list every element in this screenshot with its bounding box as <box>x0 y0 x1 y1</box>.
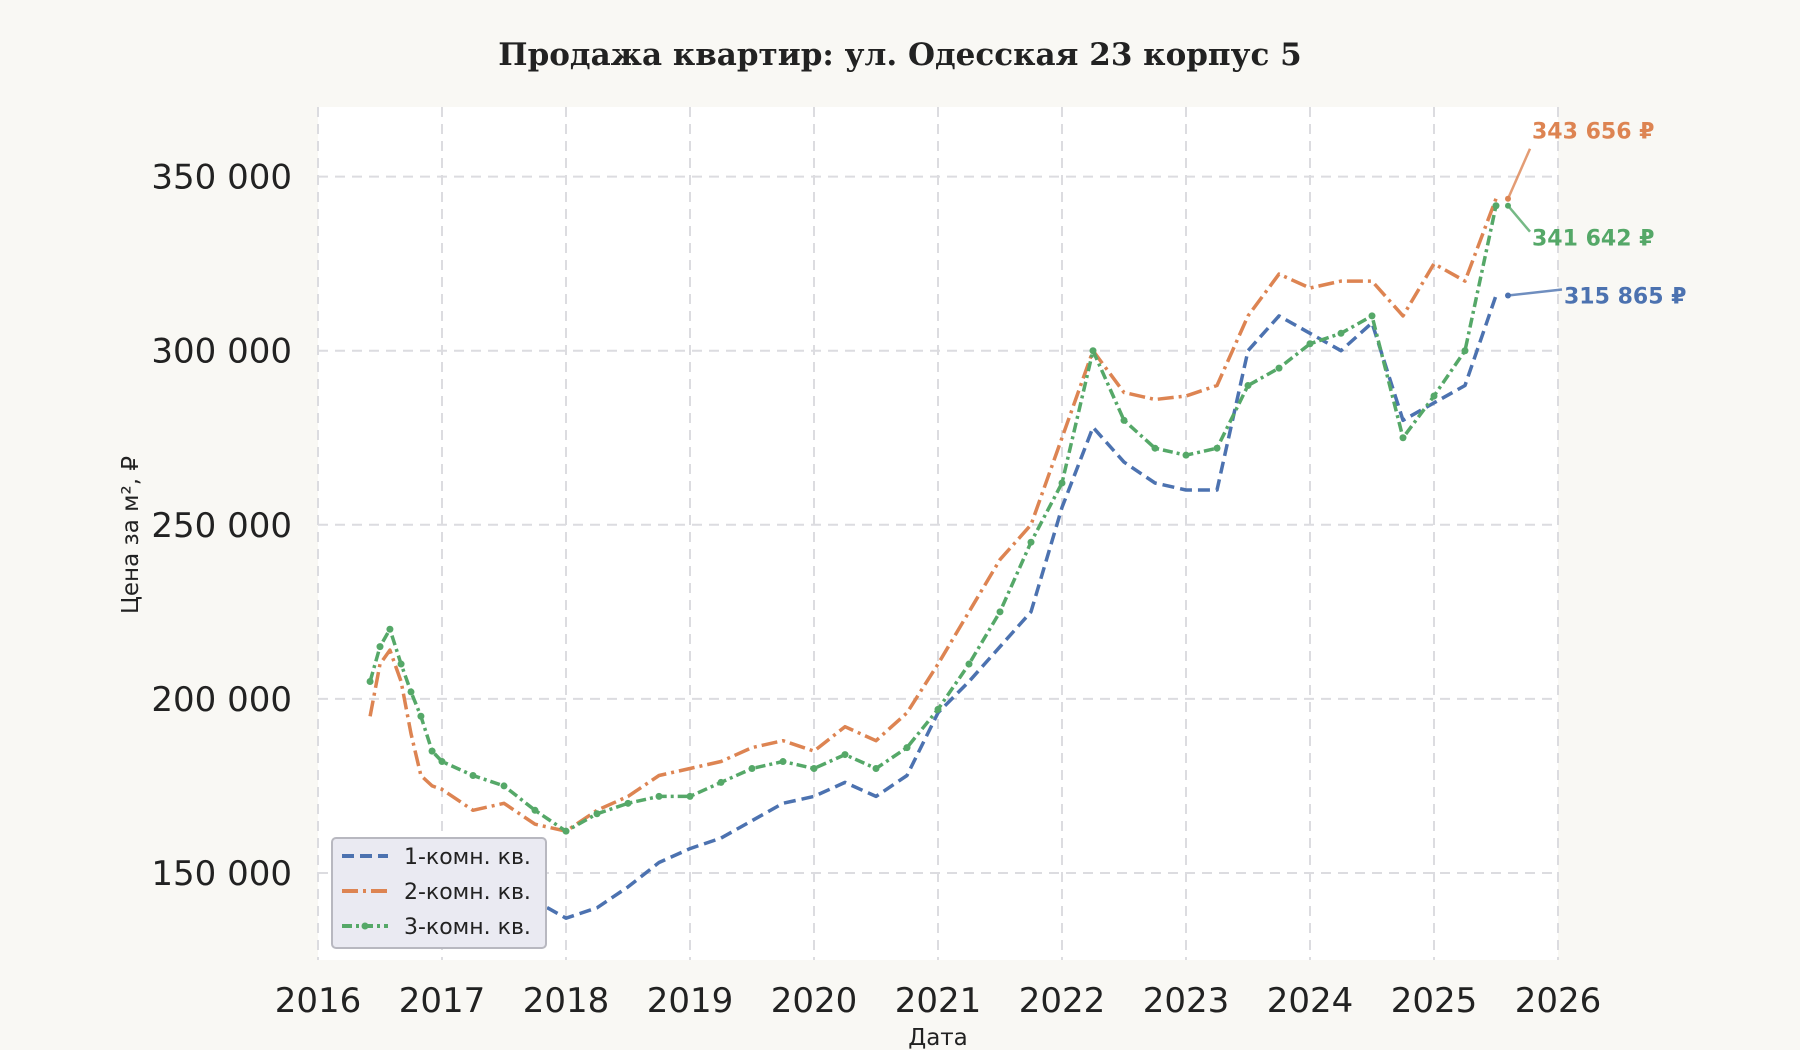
series-3-point-10 <box>531 806 539 814</box>
series-3-point-11 <box>562 827 570 835</box>
x-tick-label-10: 2026 <box>1515 981 1602 1021</box>
x-tick-label-8: 2024 <box>1267 981 1354 1021</box>
annotation-label-0: 343 656 ₽ <box>1532 120 1654 145</box>
x-tick-label-3: 2019 <box>647 981 734 1021</box>
x-axis-label: Дата <box>908 1025 968 1050</box>
y-tick-label-1: 200 000 <box>151 680 292 720</box>
series-3-point-1 <box>376 643 384 651</box>
series-3-point-25 <box>996 608 1004 616</box>
annotation-label-1: 341 642 ₽ <box>1532 227 1654 252</box>
series-3-point-40 <box>1461 347 1469 355</box>
series-3-point-29 <box>1120 416 1128 424</box>
x-tick-label-5: 2021 <box>895 981 982 1021</box>
annotations: 343 656 ₽ 341 642 ₽ 315 865 ₽ <box>1505 120 1686 309</box>
y-tick-label-3: 300 000 <box>151 332 292 372</box>
series-3-point-17 <box>748 765 756 773</box>
x-tick-label-0: 2016 <box>275 981 362 1021</box>
series-3-point-20 <box>841 751 849 759</box>
y-tick-label-4: 350 000 <box>151 158 292 198</box>
legend: 1-комн. кв. 2-комн. кв. 3-комн. кв. <box>331 837 547 949</box>
x-tick-label-6: 2022 <box>1019 981 1106 1021</box>
y-axis-label: Цена за м², ₽ <box>118 456 144 614</box>
series-3-point-35 <box>1306 340 1314 348</box>
series-3-point-16 <box>717 778 725 786</box>
y-tick-label-0: 150 000 <box>151 854 292 894</box>
series-3-point-21 <box>872 765 880 773</box>
series-3-point-18 <box>779 758 787 766</box>
series-line-1 <box>369 294 1498 920</box>
series-3-point-19 <box>810 765 818 773</box>
series-3-point-36 <box>1337 329 1345 337</box>
x-tick-label-7: 2023 <box>1143 981 1230 1021</box>
y-tick-label-2: 250 000 <box>151 506 292 546</box>
annotation-label-2: 315 865 ₽ <box>1564 284 1686 309</box>
chart-title: Продажа квартир: ул. Одесская 23 корпус … <box>498 37 1301 73</box>
annotation-arrow-2 <box>1507 288 1563 297</box>
series-3-point-5 <box>417 712 425 720</box>
series-3-point-2 <box>386 625 394 633</box>
series-3-point-6 <box>428 747 436 755</box>
x-tick-label-1: 2017 <box>399 981 486 1021</box>
series-3-point-37 <box>1368 312 1376 320</box>
series-3-point-22 <box>903 744 911 752</box>
series-3-point-3 <box>397 660 405 668</box>
x-tick-label-4: 2020 <box>771 981 858 1021</box>
series-3-point-14 <box>655 792 663 800</box>
legend-label-1: 1-комн. кв. <box>404 845 531 870</box>
x-tick-label-9: 2025 <box>1391 981 1478 1021</box>
legend-marker-3 <box>361 922 369 930</box>
series-3-point-27 <box>1058 479 1066 487</box>
series-3-point-23 <box>934 705 942 713</box>
series-3-point-32 <box>1213 444 1221 452</box>
series-3-point-8 <box>469 771 477 779</box>
x-axis-ticks: 2016 2017 2018 2019 2020 2021 2022 2023 2024 2025… <box>275 981 1602 1021</box>
series-3-point-0 <box>366 677 374 685</box>
series-3-point-9 <box>500 782 508 790</box>
annotation-arrow-0 <box>1506 148 1532 200</box>
series-3-point-12 <box>593 810 601 818</box>
annotation-arrowhead-1 <box>1505 202 1511 209</box>
legend-box <box>331 837 547 949</box>
legend-label-3: 3-комн. кв. <box>404 915 531 940</box>
series-3-point-13 <box>624 799 632 807</box>
series-3-point-26 <box>1027 538 1035 546</box>
series-lines <box>366 198 1500 920</box>
series-3-point-24 <box>965 660 973 668</box>
grid <box>317 107 1559 960</box>
series-3-point-38 <box>1399 434 1407 442</box>
series-3-point-30 <box>1151 444 1159 452</box>
series-3-point-39 <box>1430 392 1438 400</box>
series-3-point-15 <box>686 792 694 800</box>
annotation-arrowhead-2 <box>1505 292 1511 299</box>
series-3-point-41 <box>1492 202 1500 210</box>
legend-label-2: 2-комн. кв. <box>404 880 531 905</box>
series-3-point-33 <box>1244 382 1252 390</box>
annotation-arrowhead-0 <box>1505 195 1511 202</box>
series-3-point-7 <box>438 758 446 766</box>
series-3-point-4 <box>407 688 415 696</box>
annotation-arrow-1 <box>1507 204 1531 233</box>
series-line-2 <box>368 198 1498 833</box>
y-axis-ticks: 150 000 200 000 250 000 300 000 350 000 <box>151 158 292 894</box>
x-tick-label-2: 2018 <box>523 981 610 1021</box>
series-3-point-28 <box>1089 347 1097 355</box>
series-3-point-31 <box>1182 451 1190 459</box>
series-3-point-34 <box>1275 364 1283 372</box>
